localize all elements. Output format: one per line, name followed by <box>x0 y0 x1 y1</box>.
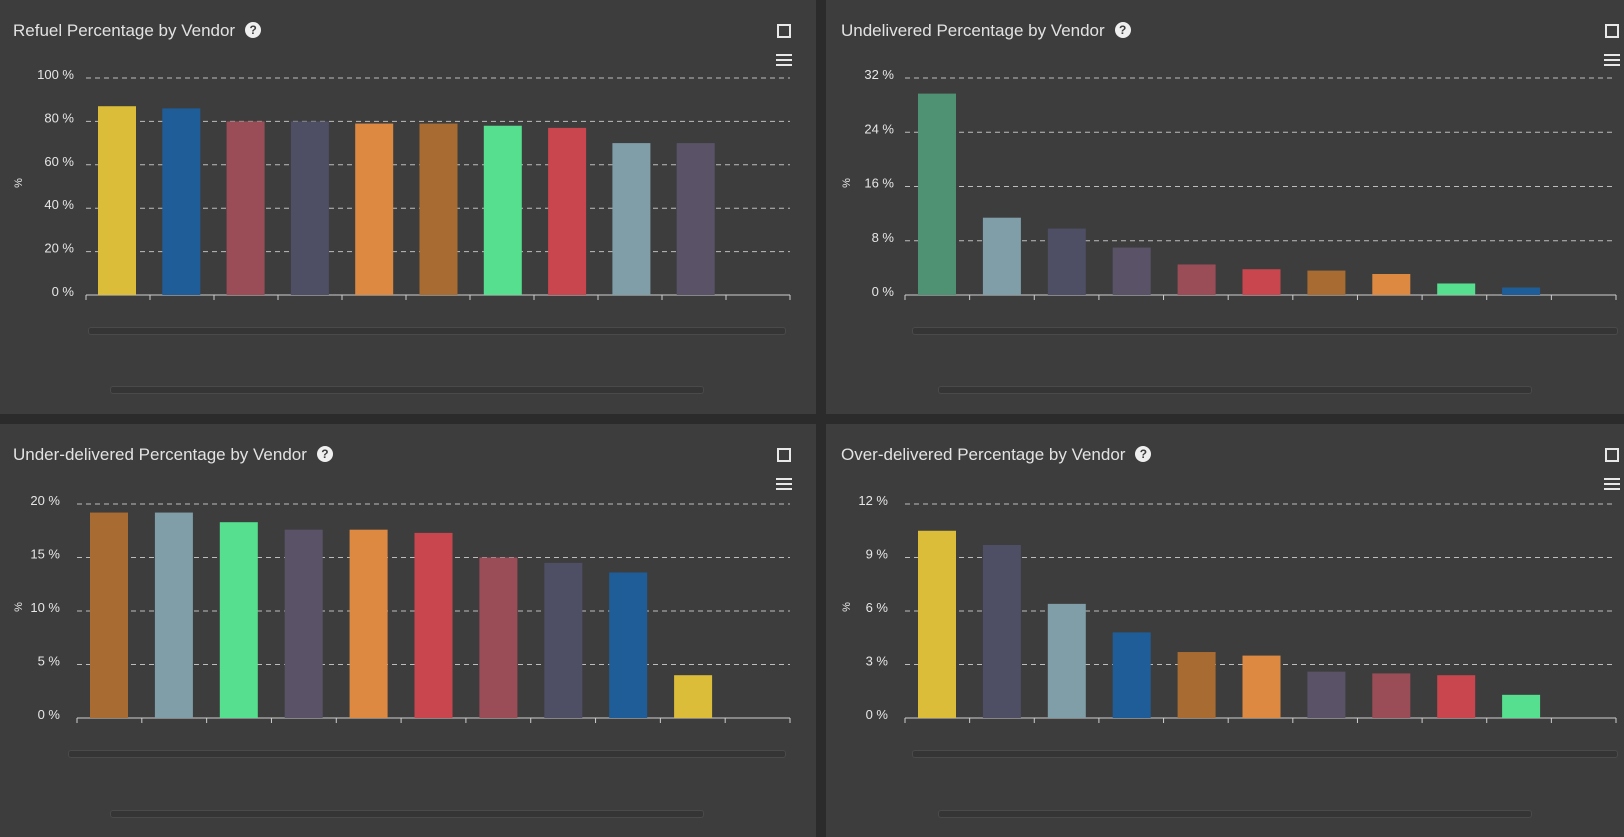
help-circle-icon[interactable]: ? <box>1135 446 1152 462</box>
bar[interactable] <box>1372 273 1411 295</box>
y-tick-label: 5 % <box>38 654 61 669</box>
bar[interactable] <box>544 562 583 718</box>
y-tick-label: 0 % <box>38 707 61 722</box>
bar[interactable] <box>982 217 1021 295</box>
bar[interactable] <box>1112 247 1151 295</box>
bar[interactable] <box>674 675 713 718</box>
bar[interactable] <box>483 125 522 296</box>
y-tick-label: 9 % <box>866 547 889 562</box>
y-axis-label: % <box>13 178 25 188</box>
y-tick-label: 0 % <box>872 284 895 299</box>
bar[interactable] <box>1047 228 1086 295</box>
bar[interactable] <box>284 529 323 718</box>
bar[interactable] <box>90 512 128 718</box>
bar[interactable] <box>419 123 458 295</box>
bar[interactable] <box>1242 655 1281 718</box>
bar[interactable] <box>290 121 329 296</box>
chart-panel-undelivered: Undelivered Percentage by Vendor? 0 % 8 %… <box>826 0 1624 414</box>
bar[interactable] <box>676 143 715 295</box>
bar[interactable] <box>1437 283 1476 295</box>
help-circle-icon[interactable]: ? <box>245 22 262 38</box>
y-tick-label: 0 % <box>52 284 75 299</box>
y-tick-label: 12 % <box>858 493 888 508</box>
bar[interactable] <box>1177 264 1216 295</box>
bar[interactable] <box>226 121 265 296</box>
bar[interactable] <box>1307 270 1346 295</box>
fullscreen-icon[interactable] <box>1605 24 1619 38</box>
y-tick-label: 32 % <box>864 67 894 82</box>
y-tick-label: 60 % <box>44 154 74 169</box>
y-tick-label: 8 % <box>872 230 895 245</box>
y-tick-label: 6 % <box>866 600 889 615</box>
help-circle-icon[interactable]: ? <box>316 446 333 462</box>
bar-chart: 0 % 20 % 40 % 60 % 80 % 100 %% <box>13 67 791 300</box>
y-tick-label: 20 % <box>44 241 74 256</box>
navigator-scrollbar[interactable] <box>912 327 1618 335</box>
bar[interactable] <box>612 143 651 295</box>
chart-title: Under-delivered Percentage by Vendor? <box>13 445 333 465</box>
chart-panel-refuel: Refuel Percentage by Vendor? 0 % 20 % 40 %… <box>0 0 816 414</box>
chart-panel-over-delivered: Over-delivered Percentage by Vendor? 0 %… <box>826 424 1624 837</box>
y-axis-label: % <box>841 178 853 188</box>
bar[interactable] <box>1502 694 1541 718</box>
bar[interactable] <box>1242 269 1281 295</box>
bar[interactable] <box>1112 632 1151 718</box>
bar[interactable] <box>548 127 587 295</box>
y-tick-label: 20 % <box>30 493 60 508</box>
bar[interactable] <box>162 108 201 295</box>
bar[interactable] <box>1502 287 1541 295</box>
bar[interactable] <box>1372 673 1411 718</box>
horizontal-scrollbar[interactable] <box>938 386 1532 394</box>
horizontal-scrollbar[interactable] <box>110 810 704 818</box>
hamburger-menu-icon[interactable] <box>1604 54 1620 66</box>
bar[interactable] <box>414 532 453 718</box>
bar[interactable] <box>349 529 388 718</box>
y-tick-label: 0 % <box>866 707 889 722</box>
navigator-scrollbar[interactable] <box>68 750 786 758</box>
y-tick-label: 16 % <box>864 176 894 191</box>
bar-chart: 0 % 5 % 10 % 15 % 20 %% <box>13 493 791 723</box>
bar[interactable] <box>1047 603 1086 718</box>
y-tick-label: 100 % <box>37 67 74 82</box>
horizontal-scrollbar[interactable] <box>938 810 1532 818</box>
bar-chart: 0 % 3 % 6 % 9 % 12 %% <box>841 493 1617 723</box>
y-tick-label: 80 % <box>44 110 74 125</box>
bar[interactable] <box>982 545 1021 718</box>
bar[interactable] <box>609 572 648 718</box>
chart-title: Refuel Percentage by Vendor? <box>13 21 262 41</box>
hamburger-menu-icon[interactable] <box>776 478 792 490</box>
y-tick-label: 3 % <box>866 654 889 669</box>
bar[interactable] <box>918 93 956 295</box>
bar[interactable] <box>98 106 136 296</box>
y-tick-label: 15 % <box>30 547 60 562</box>
y-tick-label: 24 % <box>864 121 894 136</box>
help-circle-icon[interactable]: ? <box>1114 22 1131 38</box>
bar[interactable] <box>479 557 518 719</box>
bar[interactable] <box>1177 652 1216 718</box>
bar-chart: 0 % 8 % 16 % 24 % 32 %% <box>841 67 1617 300</box>
bar[interactable] <box>219 522 258 718</box>
bar[interactable] <box>1437 675 1476 718</box>
horizontal-scrollbar[interactable] <box>110 386 704 394</box>
navigator-scrollbar[interactable] <box>912 750 1618 758</box>
fullscreen-icon[interactable] <box>1605 448 1619 462</box>
y-tick-label: 10 % <box>30 600 60 615</box>
chart-title: Undelivered Percentage by Vendor? <box>841 21 1131 41</box>
fullscreen-icon[interactable] <box>777 24 791 38</box>
bar[interactable] <box>154 512 193 718</box>
fullscreen-icon[interactable] <box>777 448 791 462</box>
y-axis-label: % <box>13 602 25 612</box>
chart-panel-under-delivered: Under-delivered Percentage by Vendor? 0 … <box>0 424 816 837</box>
y-tick-label: 40 % <box>44 197 74 212</box>
bar[interactable] <box>1307 671 1346 718</box>
bar[interactable] <box>918 530 956 718</box>
chart-title: Over-delivered Percentage by Vendor? <box>841 445 1152 465</box>
hamburger-menu-icon[interactable] <box>776 54 792 66</box>
bar[interactable] <box>355 123 394 295</box>
y-axis-label: % <box>841 602 853 612</box>
hamburger-menu-icon[interactable] <box>1604 478 1620 490</box>
navigator-scrollbar[interactable] <box>88 327 786 335</box>
